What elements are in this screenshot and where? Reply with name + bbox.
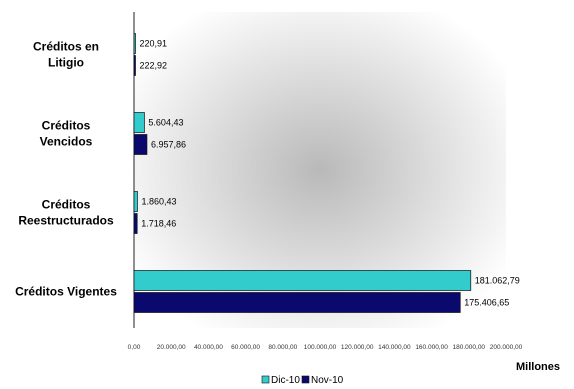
legend-label-dic-10: Dic-10	[271, 375, 300, 386]
legend-swatch-dic-10	[261, 375, 270, 384]
value-label: 6.957,86	[151, 140, 186, 150]
value-label: 175.406,65	[464, 298, 509, 308]
x-tick-label: 180.000,00	[453, 344, 486, 351]
x-tick-label: 60.000,00	[231, 344, 260, 351]
bar-dic-10-1	[133, 112, 145, 133]
bar-dic-10-0	[133, 33, 136, 54]
value-label: 181.062,79	[475, 276, 520, 286]
x-tick-label: 120.000,00	[341, 344, 374, 351]
x-tick-label: 0,00	[128, 344, 141, 351]
legend: Dic-10 Nov-10	[261, 375, 344, 386]
bar-nov-10-1	[133, 134, 148, 155]
value-label: 222,92	[140, 61, 168, 71]
category-label: Créditos Vigentes	[15, 285, 117, 299]
value-label: 220,91	[140, 39, 168, 49]
bar-nov-10-0	[133, 55, 136, 76]
bar-dic-10-3	[133, 270, 472, 291]
bar-nov-10-3	[133, 292, 461, 313]
x-tick-label: 160.000,00	[415, 344, 448, 351]
value-label: 5.604,43	[148, 118, 183, 128]
x-tick-labels-layer: 0,00 20.000,00 40.000,00 60.000,00 80.000,00…	[128, 344, 523, 351]
bar-dic-10-2	[133, 191, 138, 212]
x-tick-label: 20.000,00	[157, 344, 186, 351]
bars-layer	[133, 33, 472, 313]
value-labels-layer: 220,91 222,92 5.604,43 6.957,86 1.860,43 1.71…	[140, 39, 520, 308]
x-tick-label: 80.000,00	[268, 344, 297, 351]
x-tick-label: 200.000,00	[490, 344, 523, 351]
category-label: Créditos en Litigio	[33, 40, 99, 70]
legend-swatch-nov-10	[301, 375, 310, 384]
x-axis-title: Millones	[516, 361, 560, 373]
x-tick-label: 40.000,00	[194, 344, 223, 351]
category-labels-layer: Créditos en Litigio Créditos Vencidos Crédit…	[15, 40, 117, 299]
x-tick-label: 140.000,00	[378, 344, 411, 351]
value-label: 1.718,46	[141, 219, 176, 229]
category-label: Créditos Vencidos	[40, 119, 93, 149]
value-label: 1.860,43	[141, 197, 176, 207]
x-tick-label: 100.000,00	[304, 344, 337, 351]
bar-nov-10-2	[133, 213, 138, 234]
category-label: Créditos Reestructurados	[18, 198, 114, 228]
legend-label-nov-10: Nov-10	[311, 375, 344, 386]
